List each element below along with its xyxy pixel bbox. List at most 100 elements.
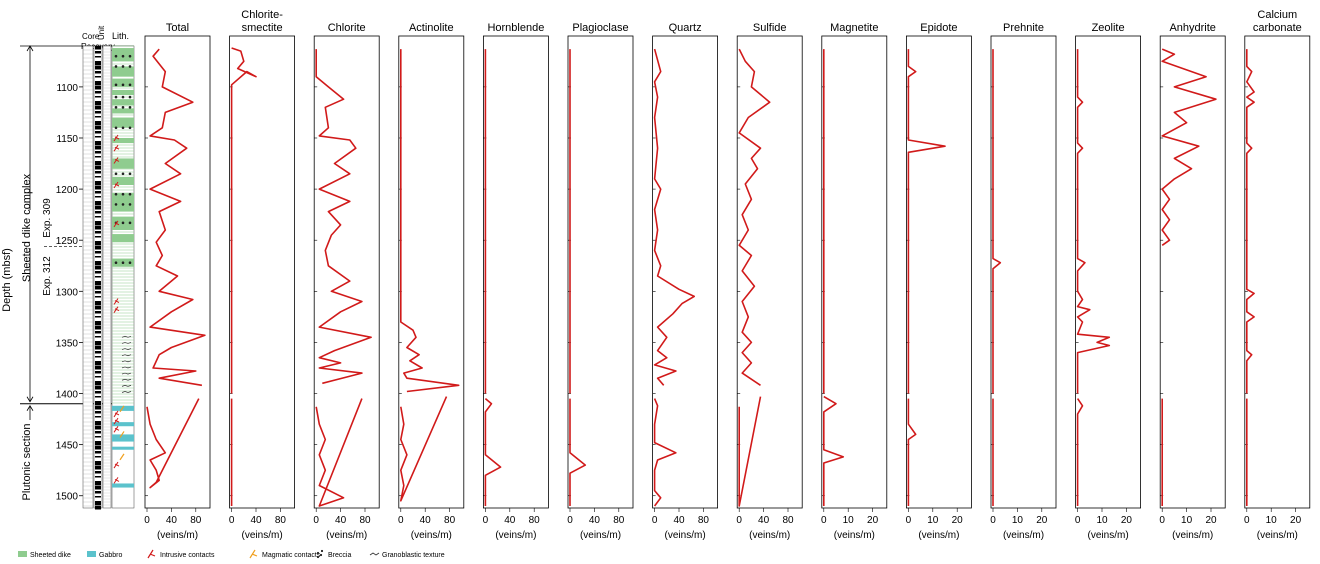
x-tick-label: 80 (529, 515, 541, 526)
depth-tick-label: 1200 (56, 185, 79, 196)
breccia-icon (121, 221, 125, 225)
x-tick-label: 0 (652, 515, 658, 526)
sheeted-dike-interval (112, 158, 134, 169)
intrusive-contact-icon (113, 426, 120, 433)
intrusive-contact-icon (113, 134, 120, 142)
recovery-bar (95, 316, 101, 318)
panel-title: Actinolite (409, 22, 454, 34)
x-tick-label: 40 (758, 515, 770, 526)
x-axis-label: (veins/m) (1003, 530, 1044, 541)
vein-series-line (1076, 49, 1111, 394)
sheeted-dike-interval (112, 176, 134, 186)
intrusive-contact-icon (113, 157, 120, 164)
panel-sulfide: Sulfide 0 40 80 (veins/m) (736, 22, 803, 541)
x-tick-label: 10 (1266, 515, 1278, 526)
x-axis-label: (veins/m) (242, 530, 283, 541)
breccia-icon (128, 54, 132, 58)
breccia-icon (121, 126, 125, 130)
vein-series-line (907, 49, 946, 394)
breccia-icon (121, 65, 125, 68)
panel-frame (398, 35, 465, 509)
panel-frame (652, 35, 718, 509)
recovery-bar (95, 201, 101, 206)
breccia-icon (114, 106, 118, 109)
breccia-icon (121, 261, 125, 264)
x-axis-label: (veins/m) (157, 530, 198, 541)
panel-anhydrite: Anhydrite 0 10 20 (veins/m) (1159, 22, 1226, 541)
recovery-bar (95, 116, 101, 118)
recovery-bar (95, 211, 101, 214)
sheeted-dike-interval (112, 108, 134, 114)
recovery-bar (95, 136, 101, 138)
x-tick-label: 80 (444, 515, 456, 526)
depth-tick-label: 1500 (56, 492, 79, 503)
recovery-bar (95, 181, 101, 186)
recovery-bar (95, 431, 101, 434)
vein-series-line (1076, 398, 1084, 506)
vein-series-line (738, 48, 771, 386)
recovery-bar (95, 471, 101, 474)
sheeted-dike-swatch (18, 551, 27, 557)
vein-series-line (149, 48, 206, 387)
depth-tick-label: 1150 (56, 134, 78, 145)
recovery-bar (95, 146, 101, 150)
x-axis-label: (veins/m) (918, 530, 959, 541)
recovery-bar (95, 46, 101, 50)
breccia-icon (114, 54, 118, 58)
recovery-bar (95, 281, 101, 286)
recovery-bar (95, 506, 101, 510)
panel-frame (990, 35, 1057, 509)
depth-tick-label: 1450 (56, 441, 79, 452)
sheeted-dike-interval (112, 78, 134, 87)
panel-magnetite: Magnetite 0 10 20 (veins/m) (821, 22, 888, 541)
x-tick-label: 20 (1290, 515, 1302, 526)
recovery-bar (95, 376, 101, 378)
sheeted-dike-interval (112, 193, 134, 212)
panel-title: Magnetite (830, 22, 878, 34)
panel-title: Zeolite (1092, 22, 1125, 34)
recovery-bar (95, 466, 101, 470)
x-axis-label: (veins/m) (834, 530, 875, 541)
breccia-icon (316, 555, 320, 559)
recovery-bar (95, 91, 101, 94)
recovery-bar (95, 311, 101, 314)
recovery-bar (95, 421, 101, 426)
legend-label: Gabbro (99, 552, 122, 559)
granoblastic-icon (121, 366, 132, 369)
recovery-bar (95, 271, 101, 274)
intrusive-contact-icon (113, 306, 120, 313)
granoblastic-icon (121, 360, 132, 363)
legend-label: Magmatic contacts (262, 552, 321, 559)
vein-series-line (230, 47, 257, 394)
vein-series-line (569, 398, 587, 506)
recovery-bar (95, 331, 101, 334)
granoblastic-icon (121, 335, 132, 338)
x-tick-label: 80 (782, 515, 794, 526)
x-tick-label: 0 (144, 515, 150, 526)
breccia-icon (128, 172, 132, 176)
recovery-bar (95, 191, 101, 194)
x-tick-label: 0 (483, 515, 489, 526)
x-axis-label: (veins/m) (495, 530, 536, 541)
legend-item: Gabbro (87, 551, 122, 559)
panel-chlorite: Chlorite 0 40 80 (veins/m) (313, 22, 380, 541)
recovery-bar (95, 296, 101, 298)
breccia-icon (114, 172, 118, 176)
recovery-bar (95, 396, 101, 398)
x-tick-label: 0 (229, 515, 235, 526)
recovery-bar (95, 301, 101, 306)
sheeted-dike-interval (112, 48, 134, 62)
legend-label: Breccia (328, 552, 351, 559)
x-tick-label: 0 (990, 515, 996, 526)
x-tick-label: 40 (166, 515, 178, 526)
x-axis-label: (veins/m) (580, 530, 621, 541)
panel-actinolite: Actinolite 0 40 80 (veins/m) (398, 22, 465, 541)
panel-quartz: Quartz 0 40 80 (veins/m) (652, 22, 718, 541)
depth-tick-label: 1350 (56, 338, 79, 349)
legend-item: Intrusive contacts (147, 549, 215, 559)
panel-title: Chlorite (328, 22, 366, 34)
recovery-bar (95, 221, 101, 226)
vein-series-line (907, 398, 917, 506)
sheeted-dike-interval (112, 99, 134, 106)
